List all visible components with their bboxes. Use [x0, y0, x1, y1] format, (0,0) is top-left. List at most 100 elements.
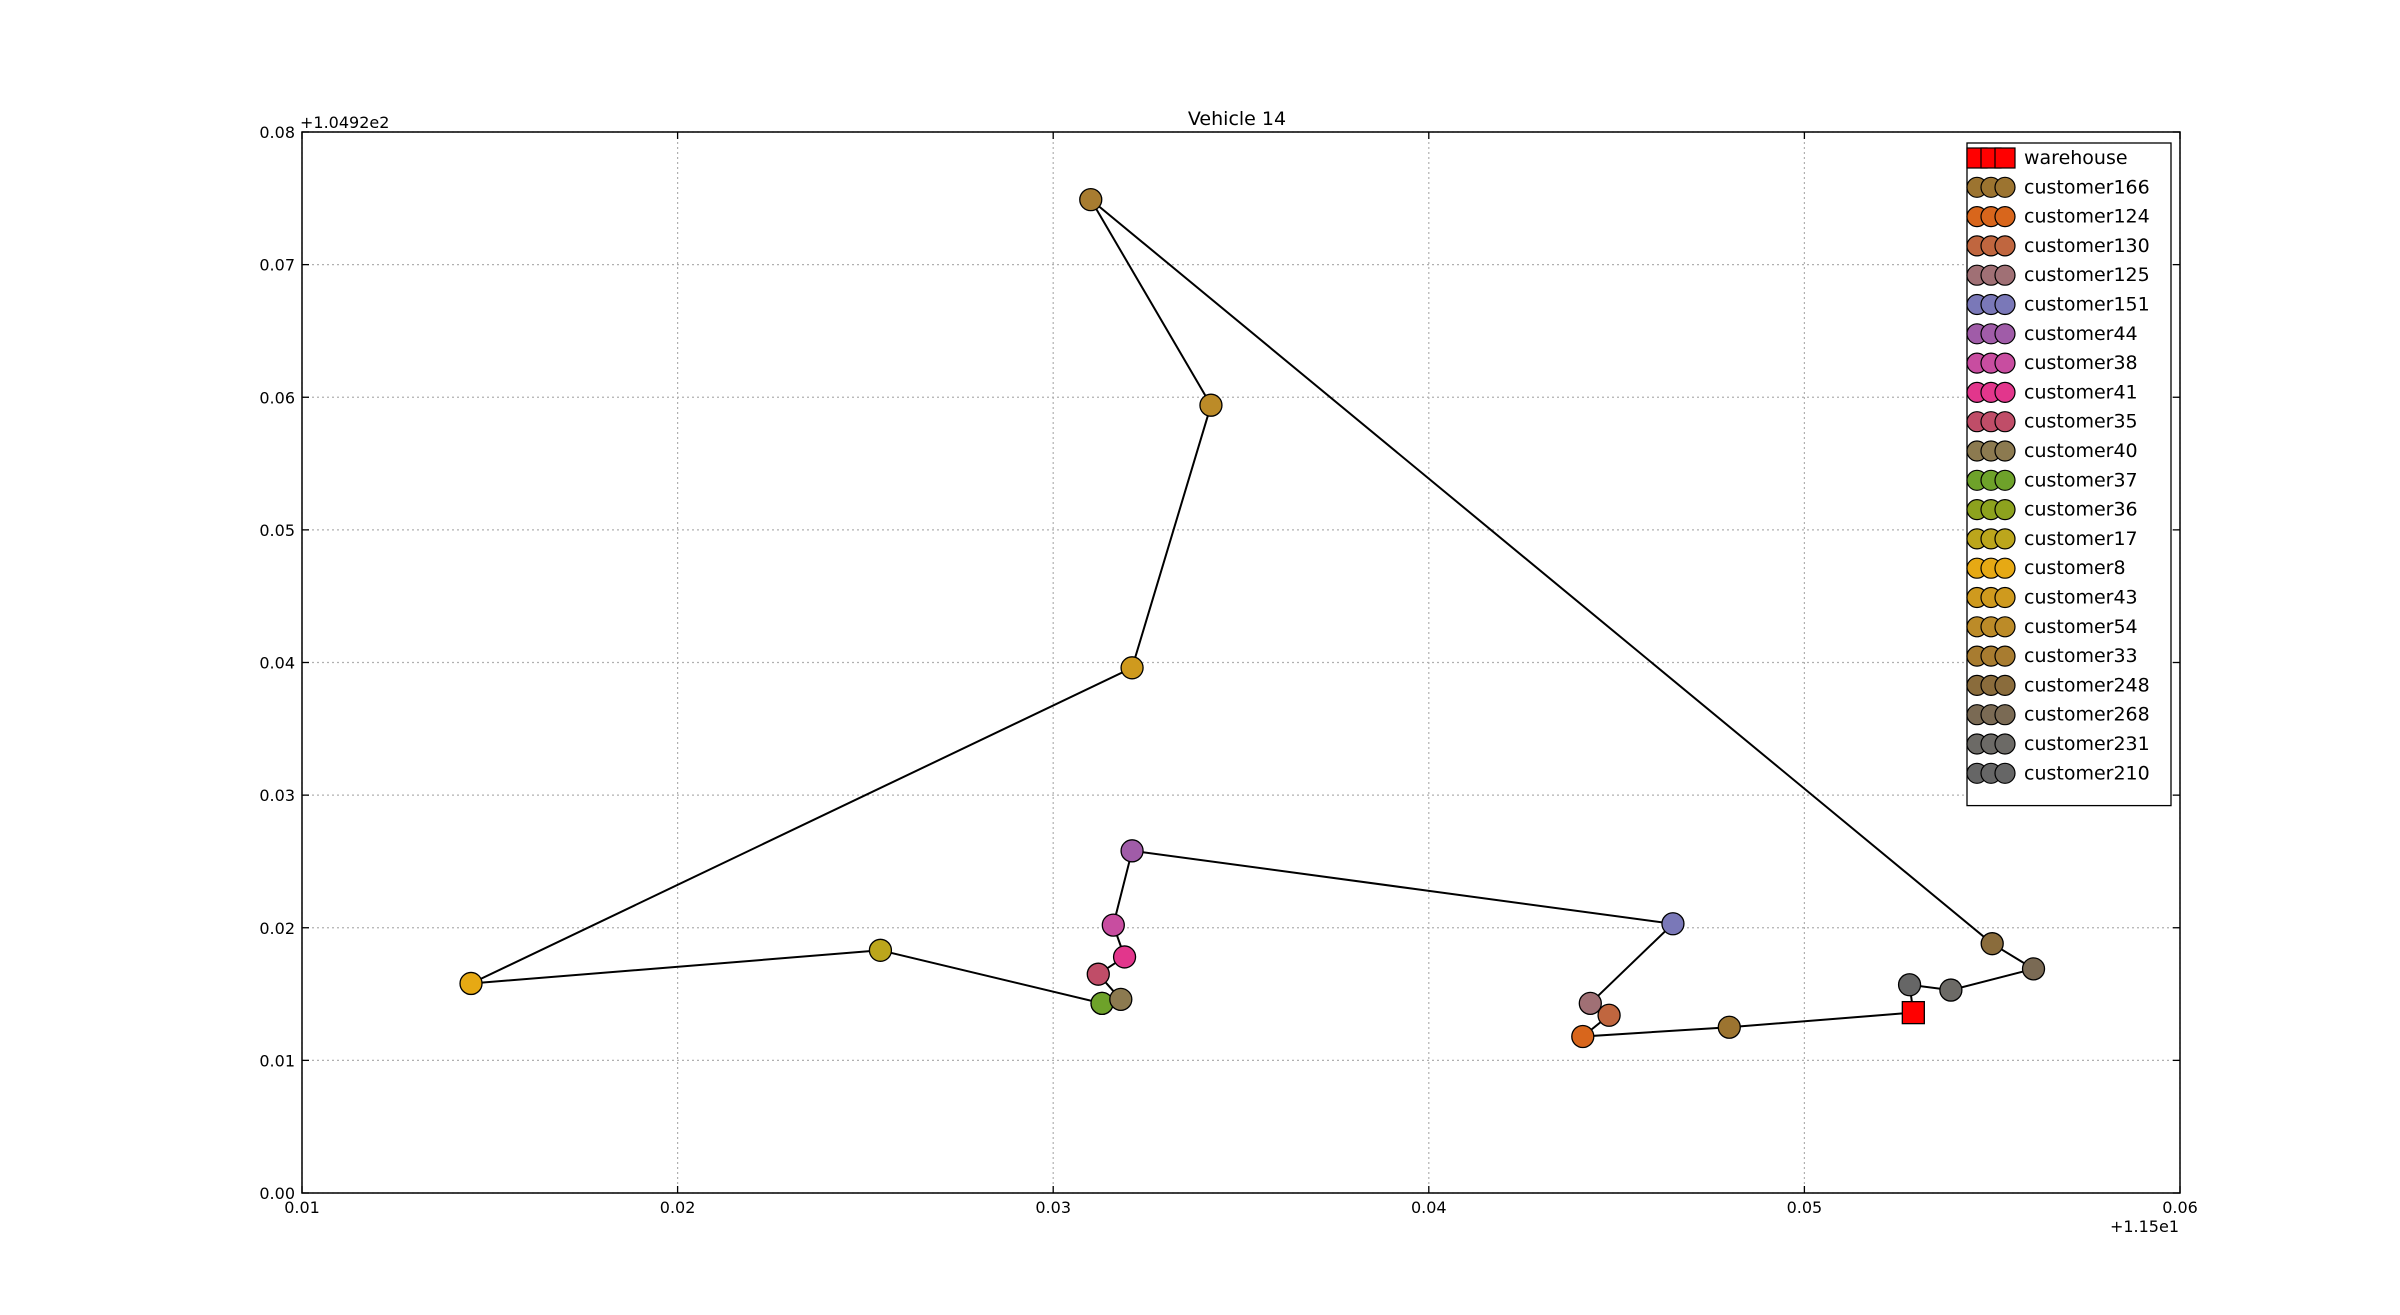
legend-label: customer248: [2024, 674, 2150, 696]
legend-entry-customer38: customer38: [1966, 352, 2138, 374]
legend-label: customer130: [2024, 235, 2150, 257]
legend-label: customer8: [2024, 557, 2126, 579]
legend-marker: [1994, 674, 2016, 697]
legend-marker: [1994, 586, 2016, 609]
point-customer248: [1980, 932, 2004, 956]
y-tick-label: 0.00: [259, 1184, 295, 1203]
point-customer33: [1079, 187, 1103, 212]
legend-entry-customer43: customer43: [1966, 586, 2138, 609]
y-offset-label: +1.0492e2: [300, 113, 389, 132]
x-tick-label: 0.01: [284, 1198, 320, 1217]
legend-label: customer54: [2024, 616, 2138, 638]
legend-marker: [1994, 293, 2016, 316]
legend-marker: [1994, 733, 2016, 755]
legend-label: customer268: [2024, 704, 2150, 726]
y-tick-label: 0.02: [259, 919, 295, 938]
legend-marker: [1994, 469, 2016, 491]
point-customer54: [1199, 393, 1223, 417]
legend-entry-customer166: customer166: [1966, 176, 2150, 198]
legend-marker: [1994, 381, 2016, 403]
legend-entry-customer37: customer37: [1966, 469, 2138, 491]
legend-entry-customer41: customer41: [1966, 381, 2138, 403]
plot-area: 0.01 0.02 0.03 0.04 0.05 0.060.000.010.020.03…: [259, 123, 2197, 1217]
legend-entry-customer124: customer124: [1966, 206, 2150, 228]
point-customer41: [1112, 945, 1137, 969]
legend-marker: [1994, 352, 2016, 374]
legend-entry-customer33: customer33: [1966, 645, 2138, 667]
legend-marker: [1994, 528, 2016, 550]
point-customer17: [868, 938, 893, 962]
legend-label: customer17: [2024, 528, 2138, 550]
point-customer40: [1109, 987, 1133, 1012]
y-tick-label: 0.05: [259, 521, 295, 540]
legend-marker: [1994, 176, 2016, 198]
legend-entry-customer36: customer36: [1966, 499, 2138, 521]
point-customer124: [1571, 1024, 1595, 1049]
point-customer35: [1086, 962, 1110, 986]
legend-label: customer33: [2024, 645, 2138, 667]
point-customer44: [1120, 839, 1144, 863]
legend-entry-customer35: customer35: [1966, 411, 2138, 433]
legend-marker: [1994, 557, 2016, 579]
legend-marker: [1994, 704, 2016, 726]
legend-entry-customer268: customer268: [1966, 704, 2150, 726]
legend-label: customer40: [2024, 440, 2138, 462]
legend-marker: [1994, 147, 2016, 169]
y-tick-label: 0.07: [259, 256, 295, 275]
legend-label: customer35: [2024, 411, 2138, 433]
point-customer151: [1661, 912, 1685, 936]
legend-marker: [1994, 762, 2016, 784]
legend-label: customer44: [2024, 323, 2138, 345]
legend-marker: [1994, 235, 2016, 257]
x-tick-label: 0.06: [2162, 1198, 2198, 1217]
y-tick-label: 0.06: [259, 388, 295, 407]
point-customer231: [1939, 978, 1963, 1002]
point-customer125: [1578, 991, 1602, 1015]
legend-label: customer231: [2024, 733, 2150, 755]
legend-marker: [1994, 616, 2016, 638]
legend-marker: [1994, 264, 2016, 286]
legend-label: customer36: [2024, 499, 2138, 521]
point-customer43: [1120, 656, 1144, 680]
point-customer166: [1717, 1015, 1741, 1039]
point-warehouse: [1901, 1000, 1925, 1025]
legend-marker: [1994, 323, 2016, 345]
y-tick-label: 0.08: [259, 123, 295, 142]
legend: warehouse customer166 customer124 customer1…: [1966, 142, 2172, 807]
legend-entry-customer231: customer231: [1966, 733, 2150, 755]
legend-label: customer41: [2024, 381, 2138, 403]
point-customer8: [459, 971, 483, 996]
legend-entry-customer40: customer40: [1966, 440, 2138, 462]
legend-entry-customer44: customer44: [1966, 323, 2138, 345]
legend-entry-customer248: customer248: [1966, 674, 2150, 697]
point-customer268: [2021, 957, 2046, 981]
legend-label: customer166: [2024, 176, 2150, 198]
legend-label: customer124: [2024, 206, 2150, 228]
legend-entry-customer125: customer125: [1966, 264, 2150, 286]
legend-entry-warehouse: warehouse: [1966, 147, 2128, 169]
y-tick-label: 0.04: [259, 654, 295, 673]
legend-entry-customer151: customer151: [1966, 293, 2150, 316]
legend-entry-customer54: customer54: [1966, 616, 2138, 638]
x-tick-label: 0.02: [660, 1198, 696, 1217]
point-customer210: [1897, 973, 1922, 997]
point-customer130: [1597, 1003, 1621, 1027]
legend-entry-customer210: customer210: [1966, 762, 2150, 784]
legend-marker: [1994, 440, 2016, 462]
legend-entry-customer17: customer17: [1966, 528, 2138, 550]
legend-marker: [1994, 206, 2016, 228]
x-offset-label: +1.15e1: [2110, 1217, 2179, 1236]
legend-entry-customer8: customer8: [1966, 557, 2126, 579]
legend-entry-customer130: customer130: [1966, 235, 2150, 257]
legend-label: customer151: [2024, 294, 2150, 316]
legend-label: customer38: [2024, 352, 2138, 374]
y-tick-label: 0.03: [259, 786, 295, 805]
legend-marker: [1994, 499, 2016, 521]
chart-title: Vehicle 14: [1188, 108, 1286, 130]
point-customer37: [1090, 991, 1114, 1015]
x-tick-label: 0.04: [1411, 1198, 1447, 1217]
legend-label: customer37: [2024, 469, 2138, 491]
x-tick-label: 0.03: [1035, 1198, 1071, 1217]
point-customer38: [1101, 913, 1125, 937]
y-tick-label: 0.01: [259, 1051, 295, 1070]
